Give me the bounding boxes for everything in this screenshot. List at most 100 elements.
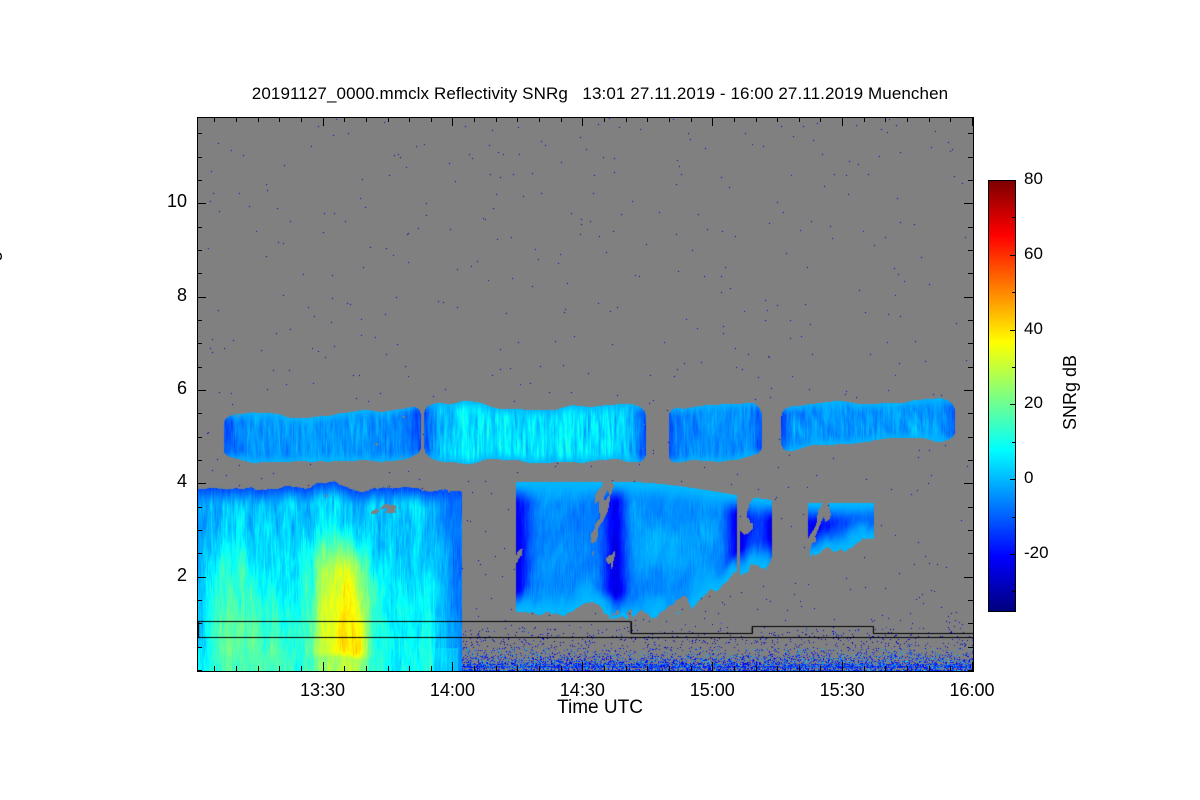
y-minor-tick-right bbox=[968, 670, 973, 671]
y-minor-tick-right bbox=[968, 600, 973, 601]
x-minor-tick bbox=[301, 666, 302, 671]
x-tick-label: 15:30 bbox=[819, 680, 865, 700]
colorbar-major-tick bbox=[1010, 479, 1016, 480]
x-major-tick bbox=[452, 662, 453, 671]
x-minor-tick bbox=[756, 666, 757, 671]
y-tick-label: 8 bbox=[176, 284, 187, 305]
x-minor-tick bbox=[799, 666, 800, 671]
x-major-tick-top bbox=[842, 117, 843, 126]
x-minor-tick-top bbox=[691, 117, 692, 122]
x-minor-tick bbox=[669, 666, 670, 671]
y-minor-tick bbox=[197, 413, 202, 414]
x-minor-tick-top bbox=[799, 117, 800, 122]
y-minor-tick-right bbox=[968, 507, 973, 508]
x-minor-tick-top bbox=[474, 117, 475, 122]
y-major-tick bbox=[197, 483, 206, 484]
y-major-tick-right bbox=[964, 203, 973, 204]
y-minor-tick-right bbox=[968, 623, 973, 624]
y-minor-tick bbox=[197, 157, 202, 158]
colorbar-tick-label: 60 bbox=[1024, 243, 1043, 263]
y-minor-tick bbox=[197, 460, 202, 461]
x-major-tick bbox=[712, 662, 713, 671]
x-minor-tick-top bbox=[431, 117, 432, 122]
plot-axes-area bbox=[197, 117, 974, 672]
y-tick-label: 10 bbox=[166, 191, 187, 212]
y-major-tick-right bbox=[964, 297, 973, 298]
x-minor-tick-top bbox=[409, 117, 410, 122]
x-minor-tick bbox=[777, 666, 778, 671]
x-minor-tick-top bbox=[777, 117, 778, 122]
y-minor-tick-right bbox=[968, 343, 973, 344]
colorbar-major-tick bbox=[1010, 255, 1016, 256]
colorbar-minor-tick bbox=[1012, 442, 1016, 443]
colorbar-minor-tick bbox=[1012, 591, 1016, 592]
colorbar-major-tick bbox=[1010, 404, 1016, 405]
colorbar-major-tick bbox=[1010, 554, 1016, 555]
y-minor-tick-right bbox=[968, 647, 973, 648]
x-minor-tick bbox=[647, 666, 648, 671]
x-minor-tick bbox=[626, 666, 627, 671]
y-minor-tick-right bbox=[968, 367, 973, 368]
x-tick-label: 16:00 bbox=[949, 680, 995, 700]
x-major-tick bbox=[582, 662, 583, 671]
y-major-tick-right bbox=[964, 483, 973, 484]
x-minor-tick-top bbox=[214, 117, 215, 122]
reflectivity-heatmap-canvas bbox=[198, 118, 973, 671]
y-minor-tick-right bbox=[968, 250, 973, 251]
y-minor-tick bbox=[197, 180, 202, 181]
x-minor-tick-top bbox=[561, 117, 562, 122]
x-minor-tick bbox=[907, 666, 908, 671]
x-minor-tick-top bbox=[279, 117, 280, 122]
y-minor-tick bbox=[197, 530, 202, 531]
colorbar-tick-label: 0 bbox=[1024, 468, 1034, 488]
y-minor-tick bbox=[197, 647, 202, 648]
x-major-tick-top bbox=[712, 117, 713, 126]
x-minor-tick-top bbox=[756, 117, 757, 122]
y-minor-tick-right bbox=[968, 437, 973, 438]
colorbar-tick-label: 40 bbox=[1024, 318, 1043, 338]
y-minor-tick-right bbox=[968, 413, 973, 414]
x-minor-tick bbox=[236, 666, 237, 671]
x-minor-tick bbox=[366, 666, 367, 671]
y-minor-tick-right bbox=[968, 133, 973, 134]
y-minor-tick-right bbox=[968, 180, 973, 181]
x-minor-tick-top bbox=[539, 117, 540, 122]
colorbar-tick-label: -20 bbox=[1024, 542, 1049, 562]
x-major-tick-top bbox=[582, 117, 583, 126]
x-major-tick-top bbox=[323, 117, 324, 126]
x-minor-tick bbox=[214, 666, 215, 671]
x-tick-label: 14:00 bbox=[429, 680, 475, 700]
x-minor-tick bbox=[734, 666, 735, 671]
colorbar-minor-tick bbox=[1012, 292, 1016, 293]
y-minor-tick bbox=[197, 600, 202, 601]
x-minor-tick-top bbox=[734, 117, 735, 122]
page-title: 20191127_0000.mmclx Reflectivity SNRg 13… bbox=[251, 84, 949, 103]
y-minor-tick bbox=[197, 343, 202, 344]
x-minor-tick bbox=[344, 666, 345, 671]
colorbar-major-tick bbox=[1010, 330, 1016, 331]
x-minor-tick bbox=[864, 666, 865, 671]
x-major-tick bbox=[842, 662, 843, 671]
x-minor-tick bbox=[561, 666, 562, 671]
y-minor-tick bbox=[197, 227, 202, 228]
x-tick-label: 14:30 bbox=[559, 680, 605, 700]
y-tick-label: 2 bbox=[176, 564, 187, 585]
y-minor-tick bbox=[197, 320, 202, 321]
y-major-tick-right bbox=[964, 390, 973, 391]
y-minor-tick-right bbox=[968, 553, 973, 554]
x-minor-tick-top bbox=[388, 117, 389, 122]
y-minor-tick bbox=[197, 250, 202, 251]
colorbar-gradient bbox=[988, 180, 1016, 612]
x-minor-tick bbox=[474, 666, 475, 671]
y-minor-tick-right bbox=[968, 460, 973, 461]
x-minor-tick-top bbox=[517, 117, 518, 122]
y-major-tick-right bbox=[964, 577, 973, 578]
x-minor-tick-top bbox=[907, 117, 908, 122]
x-minor-tick bbox=[539, 666, 540, 671]
x-minor-tick-top bbox=[366, 117, 367, 122]
y-minor-tick bbox=[197, 367, 202, 368]
x-minor-tick bbox=[279, 666, 280, 671]
x-minor-tick-top bbox=[344, 117, 345, 122]
x-minor-tick-top bbox=[604, 117, 605, 122]
